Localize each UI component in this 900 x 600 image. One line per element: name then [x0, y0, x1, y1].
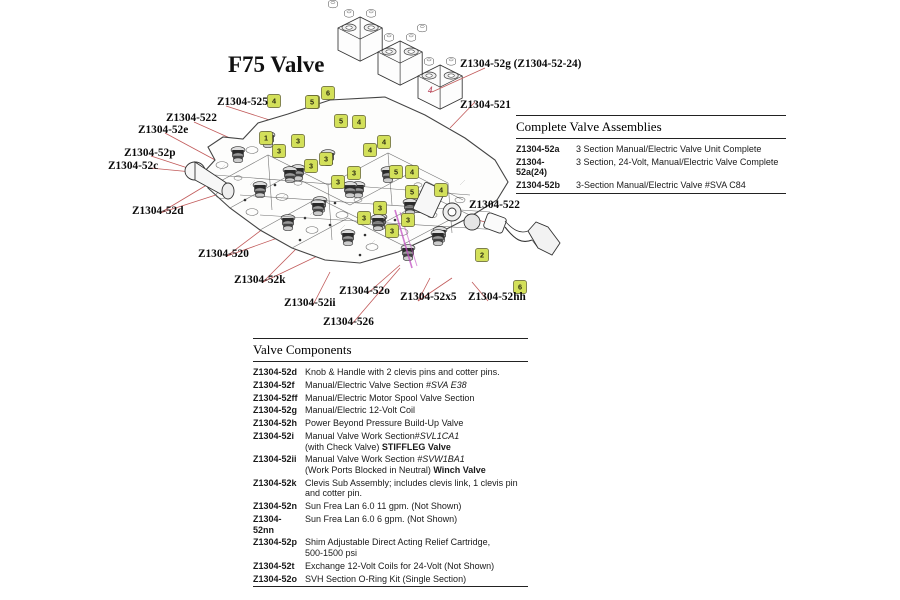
- svg-text:Z1304-52d: Z1304-52d: [132, 205, 184, 217]
- svg-text:Z1304-52x5: Z1304-52x5: [400, 291, 457, 303]
- svg-text:6: 6: [326, 89, 330, 98]
- svg-text:1: 1: [264, 134, 268, 143]
- svg-text:Z1304-52p: Z1304-52p: [124, 147, 175, 159]
- svg-text:3: 3: [390, 227, 394, 236]
- svg-text:Z1304-52e: Z1304-52e: [138, 124, 188, 136]
- svg-text:Z1304-52k: Z1304-52k: [234, 274, 286, 286]
- svg-text:3: 3: [277, 147, 281, 156]
- svg-text:Z1304-522: Z1304-522: [469, 199, 520, 211]
- svg-text:5: 5: [310, 98, 314, 107]
- svg-text:5: 5: [394, 168, 398, 177]
- svg-text:3: 3: [296, 137, 300, 146]
- svg-text:3: 3: [324, 155, 328, 164]
- svg-text:Z1304-522: Z1304-522: [166, 112, 217, 124]
- svg-text:Z1304-52hh: Z1304-52hh: [468, 291, 526, 303]
- svg-text:2: 2: [480, 251, 484, 260]
- svg-text:5: 5: [339, 117, 343, 126]
- svg-text:Z1304-520: Z1304-520: [198, 248, 249, 260]
- svg-text:3: 3: [336, 178, 340, 187]
- svg-text:Z1304-526: Z1304-526: [323, 316, 374, 328]
- svg-text:3: 3: [352, 169, 356, 178]
- svg-text:Z1304-52o: Z1304-52o: [339, 285, 390, 297]
- svg-text:Z1304-521: Z1304-521: [460, 99, 511, 111]
- svg-text:4: 4: [427, 85, 433, 95]
- svg-text:Z1304-52g (Z1304-52-24): Z1304-52g (Z1304-52-24): [460, 58, 582, 70]
- svg-text:3: 3: [309, 162, 313, 171]
- svg-text:Z1304-525: Z1304-525: [217, 96, 268, 108]
- svg-text:3: 3: [378, 204, 382, 213]
- svg-text:5: 5: [410, 188, 414, 197]
- svg-text:Z1304-52c: Z1304-52c: [108, 160, 158, 172]
- svg-text:3: 3: [406, 216, 410, 225]
- svg-text:Z1304-52ii: Z1304-52ii: [284, 297, 335, 309]
- svg-text:3: 3: [362, 214, 366, 223]
